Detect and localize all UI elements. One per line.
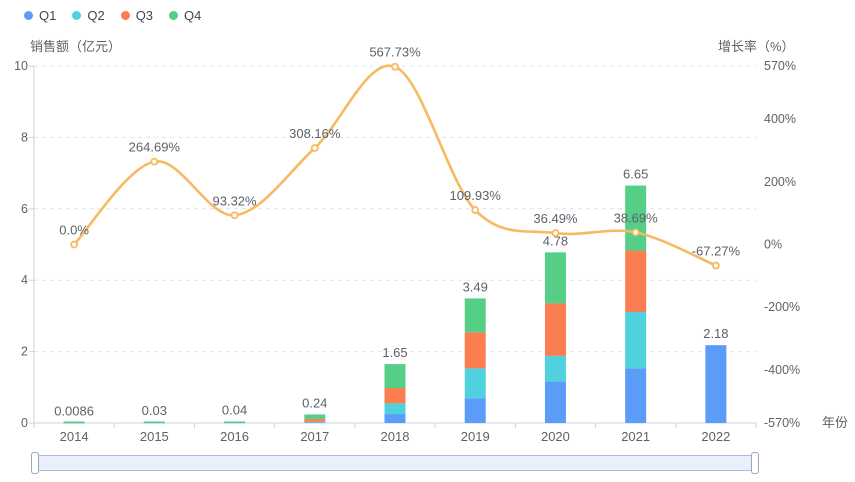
legend-label: Q3 [135, 8, 154, 23]
legend-item-q2[interactable]: Q2 [72, 8, 105, 23]
line-label-2014: 0.0% [59, 223, 89, 238]
line-label-2020: 36.49% [533, 211, 578, 226]
bar-segment-2020-q3[interactable] [544, 303, 566, 356]
legend-dot-q3 [120, 11, 130, 20]
line-label-2021: 38.69% [614, 210, 659, 225]
line-marker-2018[interactable] [391, 62, 399, 71]
data-zoom-handle-right[interactable] [751, 452, 759, 474]
data-zoom-handle-left[interactable] [31, 452, 39, 474]
legend-item-q4[interactable]: Q4 [169, 8, 201, 23]
bar-sliver-2016[interactable] [224, 421, 246, 424]
legend-item-q1[interactable]: Q1 [24, 8, 56, 23]
line-label-2019: 109.93% [450, 188, 502, 203]
bar-total-label-2022: 2.18 [703, 326, 728, 341]
growth-rate-line [73, 64, 717, 267]
line-marker-2016[interactable] [230, 211, 239, 220]
line-marker-2022[interactable] [711, 261, 720, 270]
bar-segment-2017-q4[interactable] [304, 414, 326, 420]
y-right-axis-name: 增长率（%） [718, 39, 795, 54]
y-left-tick-label: 2 [21, 345, 28, 359]
x-tick-label-2015: 2015 [140, 429, 169, 444]
bar-sliver-2015[interactable] [143, 421, 165, 424]
bar-total-label-2016: 0.04 [222, 403, 247, 418]
legend-dot-q1 [24, 11, 33, 20]
x-tick-label-2017: 2017 [300, 429, 329, 444]
line-label-2022: -67.27% [692, 244, 741, 259]
line-marker-2014[interactable] [70, 240, 79, 249]
bar-segment-2021-q2[interactable] [625, 311, 647, 369]
legend-dot-q4 [169, 11, 179, 20]
y-left-tick-label: 4 [21, 273, 28, 287]
y-left-tick-label: 8 [21, 130, 28, 144]
bar-segment-2021-q3[interactable] [625, 250, 647, 312]
legend-label: Q1 [39, 8, 57, 23]
bar-total-label-2014: 0.0086 [54, 404, 94, 419]
x-axis-name: 年份 [822, 415, 848, 430]
bar-total-label-2018: 1.65 [382, 345, 407, 360]
legend-dot-q2 [72, 11, 82, 20]
bar-sliver-2014[interactable] [63, 421, 85, 424]
bar-total-label-2020: 4.78 [543, 233, 568, 248]
x-tick-label-2022: 2022 [701, 429, 730, 444]
bar-segment-2022-q1[interactable] [705, 345, 727, 423]
bar-segment-2019-q3[interactable] [464, 332, 486, 369]
bar-segment-2018-q3[interactable] [384, 388, 406, 404]
bar-segment-2018-q4[interactable] [384, 364, 406, 389]
y-left-tick-label: 0 [21, 416, 28, 430]
y-right-tick-label: -200% [764, 300, 800, 314]
y-left-axis-name: 销售额（亿元） [30, 39, 121, 54]
x-tick-label-2014: 2014 [60, 429, 89, 444]
x-tick-label-2021: 2021 [621, 429, 650, 444]
legend-item-q3[interactable]: Q3 [120, 8, 154, 23]
y-right-tick-label: 570% [764, 59, 796, 73]
legend-label: Q2 [87, 8, 105, 23]
bar-segment-2017-q3[interactable] [304, 419, 326, 422]
line-marker-2021[interactable] [631, 228, 640, 237]
bar-segment-2021-q1[interactable] [625, 368, 647, 423]
bar-total-label-2015: 0.03 [142, 403, 167, 418]
x-tick-label-2020: 2020 [541, 429, 570, 444]
legend-label: Q4 [184, 8, 202, 23]
y-right-tick-label: -400% [764, 363, 800, 377]
x-tick-label-2016: 2016 [220, 429, 249, 444]
x-tick-label-2018: 2018 [381, 429, 410, 444]
bar-segment-2018-q1[interactable] [384, 414, 406, 423]
y-right-tick-label: 0% [764, 238, 782, 252]
y-left-tick-label: 6 [21, 202, 28, 216]
line-label-2016: 93.32% [213, 193, 258, 208]
y-right-tick-label: 400% [764, 112, 796, 126]
bar-total-label-2021: 6.65 [623, 167, 648, 182]
y-left-tick-label: 10 [14, 59, 28, 73]
line-label-2018: 567.73% [369, 45, 421, 60]
line-marker-2020[interactable] [551, 229, 560, 237]
legend: Q1 Q2 Q3 Q4 [24, 8, 201, 23]
bar-segment-2019-q4[interactable] [464, 298, 486, 333]
bar-segment-2019-q2[interactable] [464, 368, 486, 399]
y-right-tick-label: 200% [764, 175, 796, 189]
line-marker-2015[interactable] [150, 157, 159, 166]
data-zoom-slider[interactable] [31, 452, 759, 474]
bar-segment-2020-q2[interactable] [544, 355, 566, 382]
bar-total-label-2019: 3.49 [463, 279, 488, 294]
bar-segment-2019-q1[interactable] [464, 398, 486, 423]
bar-segment-2020-q4[interactable] [544, 252, 566, 304]
bar-segment-2020-q1[interactable] [544, 381, 566, 423]
bar-segment-2018-q2[interactable] [384, 403, 406, 415]
bar-total-label-2017: 0.24 [302, 395, 327, 410]
x-tick-label-2019: 2019 [461, 429, 490, 444]
line-marker-2017[interactable] [310, 144, 319, 152]
line-marker-2019[interactable] [471, 206, 480, 214]
line-label-2017: 308.16% [289, 126, 341, 141]
y-right-tick-label: -570% [764, 416, 800, 430]
bar-segment-2017-q2[interactable] [304, 421, 326, 423]
line-label-2015: 264.69% [129, 140, 181, 155]
